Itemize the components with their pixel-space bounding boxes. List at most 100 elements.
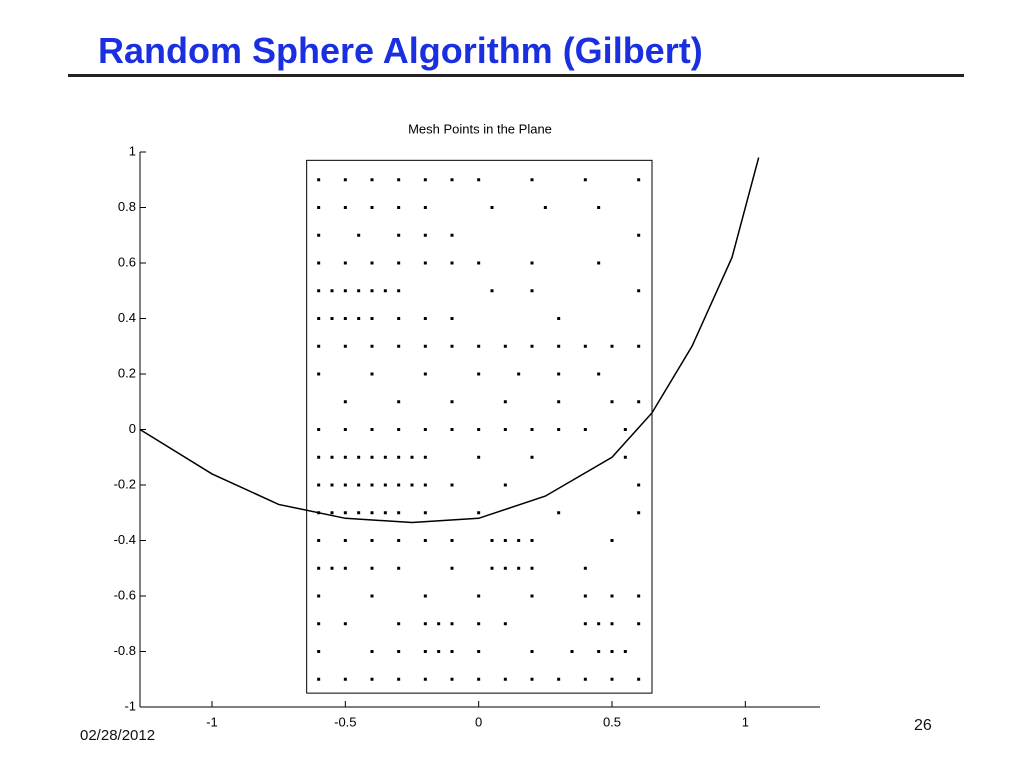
- mesh-point: [623, 455, 627, 459]
- mesh-point: [583, 566, 587, 570]
- mesh-point: [317, 566, 321, 570]
- mesh-point: [423, 594, 427, 598]
- mesh-point: [397, 233, 401, 237]
- mesh-point: [370, 289, 374, 293]
- mesh-point: [610, 622, 614, 626]
- mesh-point: [317, 261, 321, 265]
- mesh-point: [503, 677, 507, 681]
- mesh-point: [503, 566, 507, 570]
- mesh-point: [477, 622, 481, 626]
- mesh-point: [610, 650, 614, 653]
- mesh-point: [423, 372, 427, 376]
- mesh-point: [370, 455, 374, 459]
- mesh-point: [557, 677, 561, 681]
- mesh-point: [450, 566, 454, 570]
- mesh-point: [423, 261, 427, 265]
- mesh-point: [343, 428, 347, 431]
- y-tick-label: 1: [129, 143, 136, 158]
- mesh-point: [317, 594, 321, 598]
- mesh-point: [330, 289, 334, 293]
- title-rule: [68, 74, 964, 77]
- mesh-point: [477, 594, 481, 598]
- mesh-point: [610, 344, 614, 348]
- mesh-point: [423, 483, 427, 487]
- page-number: 26: [914, 717, 932, 734]
- mesh-point: [317, 483, 321, 487]
- mesh-point: [423, 233, 427, 237]
- mesh-point: [637, 511, 641, 515]
- mesh-point: [517, 566, 521, 570]
- mesh-point: [397, 650, 401, 653]
- mesh-point: [450, 400, 454, 404]
- mesh-point: [597, 261, 601, 265]
- mesh-point: [357, 455, 361, 459]
- mesh-point: [637, 483, 641, 487]
- mesh-point: [623, 650, 627, 653]
- mesh-point: [637, 594, 641, 598]
- mesh-point: [343, 400, 347, 404]
- x-tick-label: 0.5: [603, 714, 621, 729]
- y-tick-label: 0.4: [118, 310, 136, 325]
- mesh-point: [477, 372, 481, 376]
- mesh-point: [423, 650, 427, 653]
- sphere-curve: [139, 157, 760, 524]
- mesh-point: [423, 344, 427, 348]
- mesh-point: [623, 428, 627, 431]
- mesh-point: [370, 594, 374, 598]
- mesh-point: [343, 622, 347, 626]
- mesh-point: [477, 428, 481, 431]
- mesh-point: [450, 622, 454, 626]
- mesh-point: [477, 178, 481, 182]
- mesh-point: [450, 233, 454, 237]
- mesh-point: [637, 400, 641, 404]
- y-tick-label: 0.6: [118, 254, 136, 269]
- y-tick-label: -0.8: [114, 643, 136, 658]
- mesh-point: [503, 539, 507, 542]
- mesh-point: [610, 539, 614, 542]
- mesh-point: [357, 511, 361, 515]
- mesh-point: [583, 594, 587, 598]
- mesh-point: [397, 622, 401, 626]
- mesh-point: [450, 317, 454, 320]
- mesh-point: [423, 317, 427, 320]
- mesh-point: [530, 261, 534, 265]
- mesh-point: [477, 455, 481, 459]
- mesh-point: [450, 650, 454, 653]
- y-tick-label: 0.2: [118, 365, 136, 380]
- mesh-point: [370, 677, 374, 681]
- mesh-point: [397, 261, 401, 265]
- mesh-point: [503, 622, 507, 626]
- mesh-point: [397, 539, 401, 542]
- mesh-point: [610, 400, 614, 404]
- mesh-point: [477, 511, 481, 515]
- mesh-point: [397, 344, 401, 348]
- mesh-point: [530, 289, 534, 293]
- mesh-point: [330, 511, 334, 515]
- mesh-point: [583, 344, 587, 348]
- mesh-point: [343, 483, 347, 487]
- mesh-point: [370, 317, 374, 320]
- mesh-point: [317, 178, 321, 182]
- mesh-point: [583, 677, 587, 681]
- mesh-point: [357, 289, 361, 293]
- mesh-point: [370, 566, 374, 570]
- mesh-point: [503, 344, 507, 348]
- mesh-point: [557, 428, 561, 431]
- mesh-point: [317, 455, 321, 459]
- x-tick-label: -0.5: [334, 714, 356, 729]
- mesh-point: [410, 483, 414, 487]
- mesh-point: [410, 455, 414, 459]
- x-tick-label: 0: [475, 714, 482, 729]
- mesh-point: [397, 566, 401, 570]
- mesh-point: [317, 206, 321, 209]
- mesh-point: [397, 677, 401, 681]
- mesh-point: [503, 400, 507, 404]
- slide-date: 02/28/2012: [80, 727, 156, 744]
- x-tick-label: -1: [206, 714, 218, 729]
- mesh-point: [597, 650, 601, 653]
- mesh-point: [583, 178, 587, 182]
- mesh-point: [370, 539, 374, 542]
- mesh-point: [317, 317, 321, 320]
- mesh-point: [610, 677, 614, 681]
